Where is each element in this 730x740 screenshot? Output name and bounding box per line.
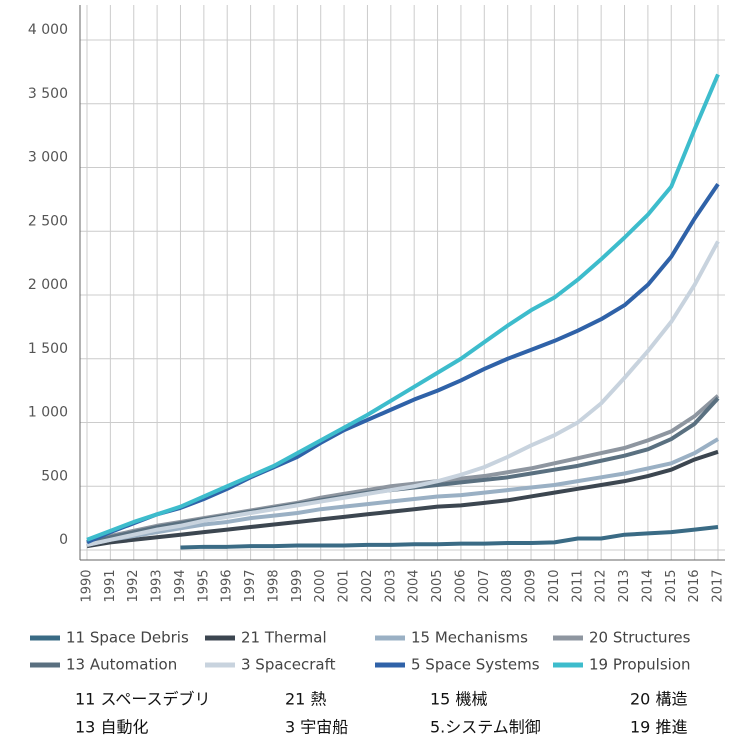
series-line [86,240,720,547]
x-tick-label: 1993 [150,569,165,602]
series-line [180,525,719,550]
y-tick-label: 0 [59,532,68,548]
x-tick-label: 2004 [407,569,422,602]
legend-translation: 21 熱 [285,690,326,709]
y-tick-label: 3 000 [28,150,68,166]
legend-label: 21 Thermal [241,629,327,647]
legend-label: 11 Space Debris [66,629,189,647]
legend-translation: 13 自動化 [75,718,148,737]
x-tick-label: 2009 [524,569,539,602]
legend-label: 20 Structures [589,629,691,647]
x-tick-label: 1996 [220,569,235,602]
legend-translation: 20 構造 [630,690,687,709]
x-tick-label: 2015 [664,569,679,602]
x-tick-label: 1998 [266,569,281,602]
x-tick-label: 2006 [453,569,468,602]
series-line [86,437,720,547]
x-tick-label: 1997 [243,569,258,602]
series-line [86,396,720,546]
x-tick-label: 1990 [80,569,95,602]
legend-translation: 19 推進 [630,718,687,737]
x-tick-label: 1995 [196,569,211,602]
legend-translation: 5.システム制御 [430,718,541,737]
y-tick-label: 4 000 [28,22,68,38]
x-tick-label: 1991 [103,569,118,602]
x-tick-label: 2016 [687,569,702,602]
y-tick-label: 1 500 [28,341,68,357]
legend-label: 15 Mechanisms [411,629,528,647]
x-tick-label: 2003 [383,569,398,602]
series-line [86,449,719,549]
y-tick-label: 2 000 [28,277,68,293]
x-tick-label: 2007 [477,569,492,602]
x-tick-label: 1999 [290,569,305,602]
y-tick-label: 2 500 [28,213,68,229]
x-tick-label: 2008 [500,569,515,602]
x-tick-label: 2000 [313,569,328,602]
x-tick-label: 2014 [640,569,655,602]
x-tick-label: 2012 [594,569,609,602]
x-tick-label: 2017 [711,569,726,602]
y-tick-label: 500 [41,468,68,484]
legend-translation: 11 スペースデブリ [75,690,211,709]
legend-label: 13 Automation [66,656,177,674]
y-tick-label: 1 000 [28,405,68,421]
legend-label: 3 Spacecraft [241,656,336,674]
x-tick-label: 2002 [360,569,375,602]
x-tick-label: 1992 [126,569,141,602]
series-line [86,394,720,545]
x-tick-label: 2013 [617,569,632,602]
legend-translation: 15 機械 [430,690,487,709]
y-tick-label: 3 500 [28,86,68,102]
x-tick-label: 2001 [337,569,352,602]
x-tick-label: 2005 [430,569,445,602]
series-line [86,73,720,542]
legend-translation: 3 宇宙船 [285,718,348,737]
legend-label: 19 Propulsion [589,656,691,674]
x-tick-label: 2011 [570,569,585,602]
x-tick-label: 2010 [547,569,562,602]
x-tick-label: 1994 [173,569,188,602]
legend-label: 5 Space Systems [411,656,540,674]
